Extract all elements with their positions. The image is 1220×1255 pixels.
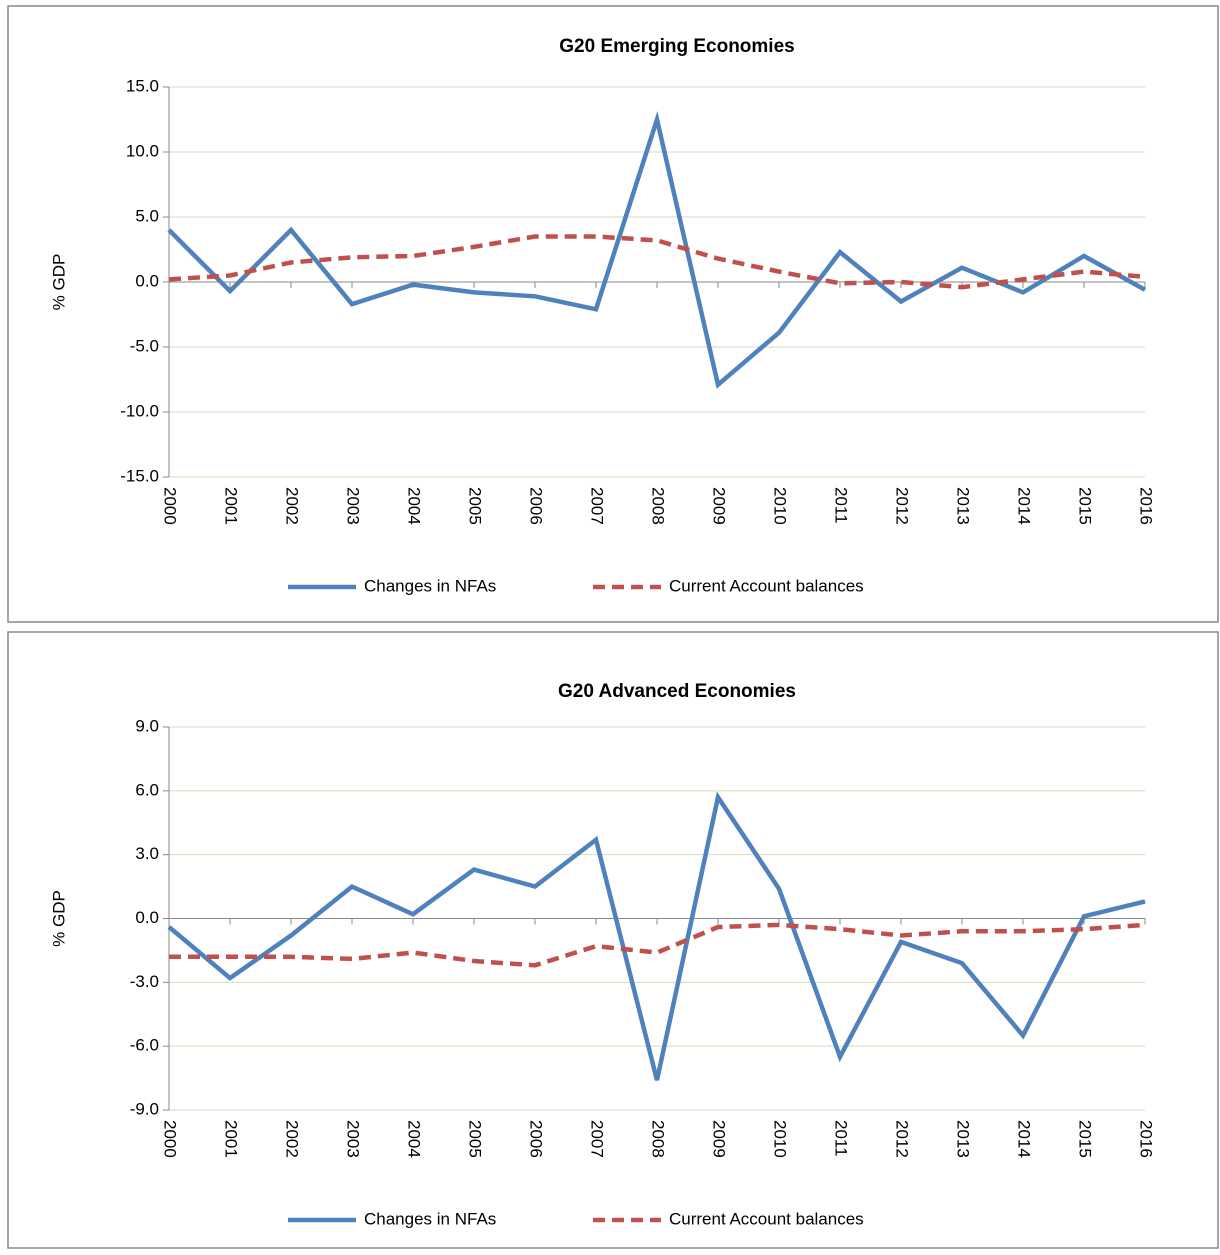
x-tick-label: 2015 [1076,487,1095,525]
x-tick-label: 2016 [1137,1120,1156,1158]
y-axis-label: % GDP [49,890,68,947]
x-tick-label: 2008 [649,487,668,525]
y-tick-label: 9.0 [135,716,159,735]
series-line [167,791,1146,1081]
series-line [168,234,1146,290]
x-tick-label: 2007 [588,487,607,525]
x-tick-label: 2007 [588,1120,607,1158]
x-tick-label: 2001 [222,1120,241,1158]
x-tick-label: 2008 [649,1120,668,1158]
y-tick-label: -10.0 [120,401,159,420]
x-tick-label: 2012 [893,487,912,525]
x-tick-label: 2011 [832,487,851,524]
y-tick-label: 10.0 [126,141,159,160]
x-tick-label: 2010 [771,487,790,525]
x-tick-label: 2006 [527,487,546,525]
x-tick-label: 2015 [1076,1120,1095,1158]
legend-label: Current Account balances [669,1209,864,1228]
x-tick-label: 2011 [832,1120,851,1157]
y-tick-label: 0.0 [135,908,159,927]
y-tick-label: -15.0 [120,466,159,485]
x-tick-label: 2005 [466,1120,485,1158]
x-tick-label: 2005 [466,487,485,525]
legend-label: Changes in NFAs [364,576,496,595]
x-tick-label: 2012 [893,1120,912,1158]
x-tick-label: 2010 [771,1120,790,1158]
y-tick-label: -9.0 [130,1099,159,1118]
x-tick-label: 2004 [405,1120,424,1158]
series-line [167,111,1147,389]
y-tick-label: 6.0 [135,780,159,799]
x-tick-label: 2014 [1015,1120,1034,1158]
x-tick-label: 2013 [954,1120,973,1158]
x-tick-label: 2000 [161,487,180,525]
x-tick-label: 2006 [527,1120,546,1158]
x-tick-label: 2014 [1015,487,1034,525]
chart-border [7,631,1219,1249]
y-tick-label: -3.0 [130,972,159,991]
x-tick-label: 2002 [283,1120,302,1158]
x-tick-label: 2001 [222,487,241,525]
y-tick-label: -6.0 [130,1036,159,1055]
x-tick-label: 2000 [161,1120,180,1158]
legend-label: Current Account balances [669,576,864,595]
x-tick-label: 2009 [710,1120,729,1158]
x-tick-label: 2003 [344,487,363,525]
x-tick-label: 2002 [283,487,302,525]
chart-title: G20 Advanced Economies [558,681,796,702]
chart-title: G20 Emerging Economies [559,36,794,57]
y-tick-label: -5.0 [130,336,159,355]
y-tick-label: 5.0 [135,206,159,225]
x-tick-label: 2004 [405,487,424,525]
chart-panel [7,631,1219,1249]
y-axis-label: % GDP [49,254,68,311]
series-line [169,922,1146,968]
chart-panel [7,5,1219,623]
x-tick-label: 2013 [954,487,973,525]
y-tick-label: 15.0 [126,76,159,95]
y-tick-label: 0.0 [135,271,159,290]
x-tick-label: 2009 [710,487,729,525]
y-tick-label: 3.0 [135,844,159,863]
chart-border [7,5,1219,623]
legend-label: Changes in NFAs [364,1209,496,1228]
x-tick-label: 2016 [1137,487,1156,525]
x-tick-label: 2003 [344,1120,363,1158]
